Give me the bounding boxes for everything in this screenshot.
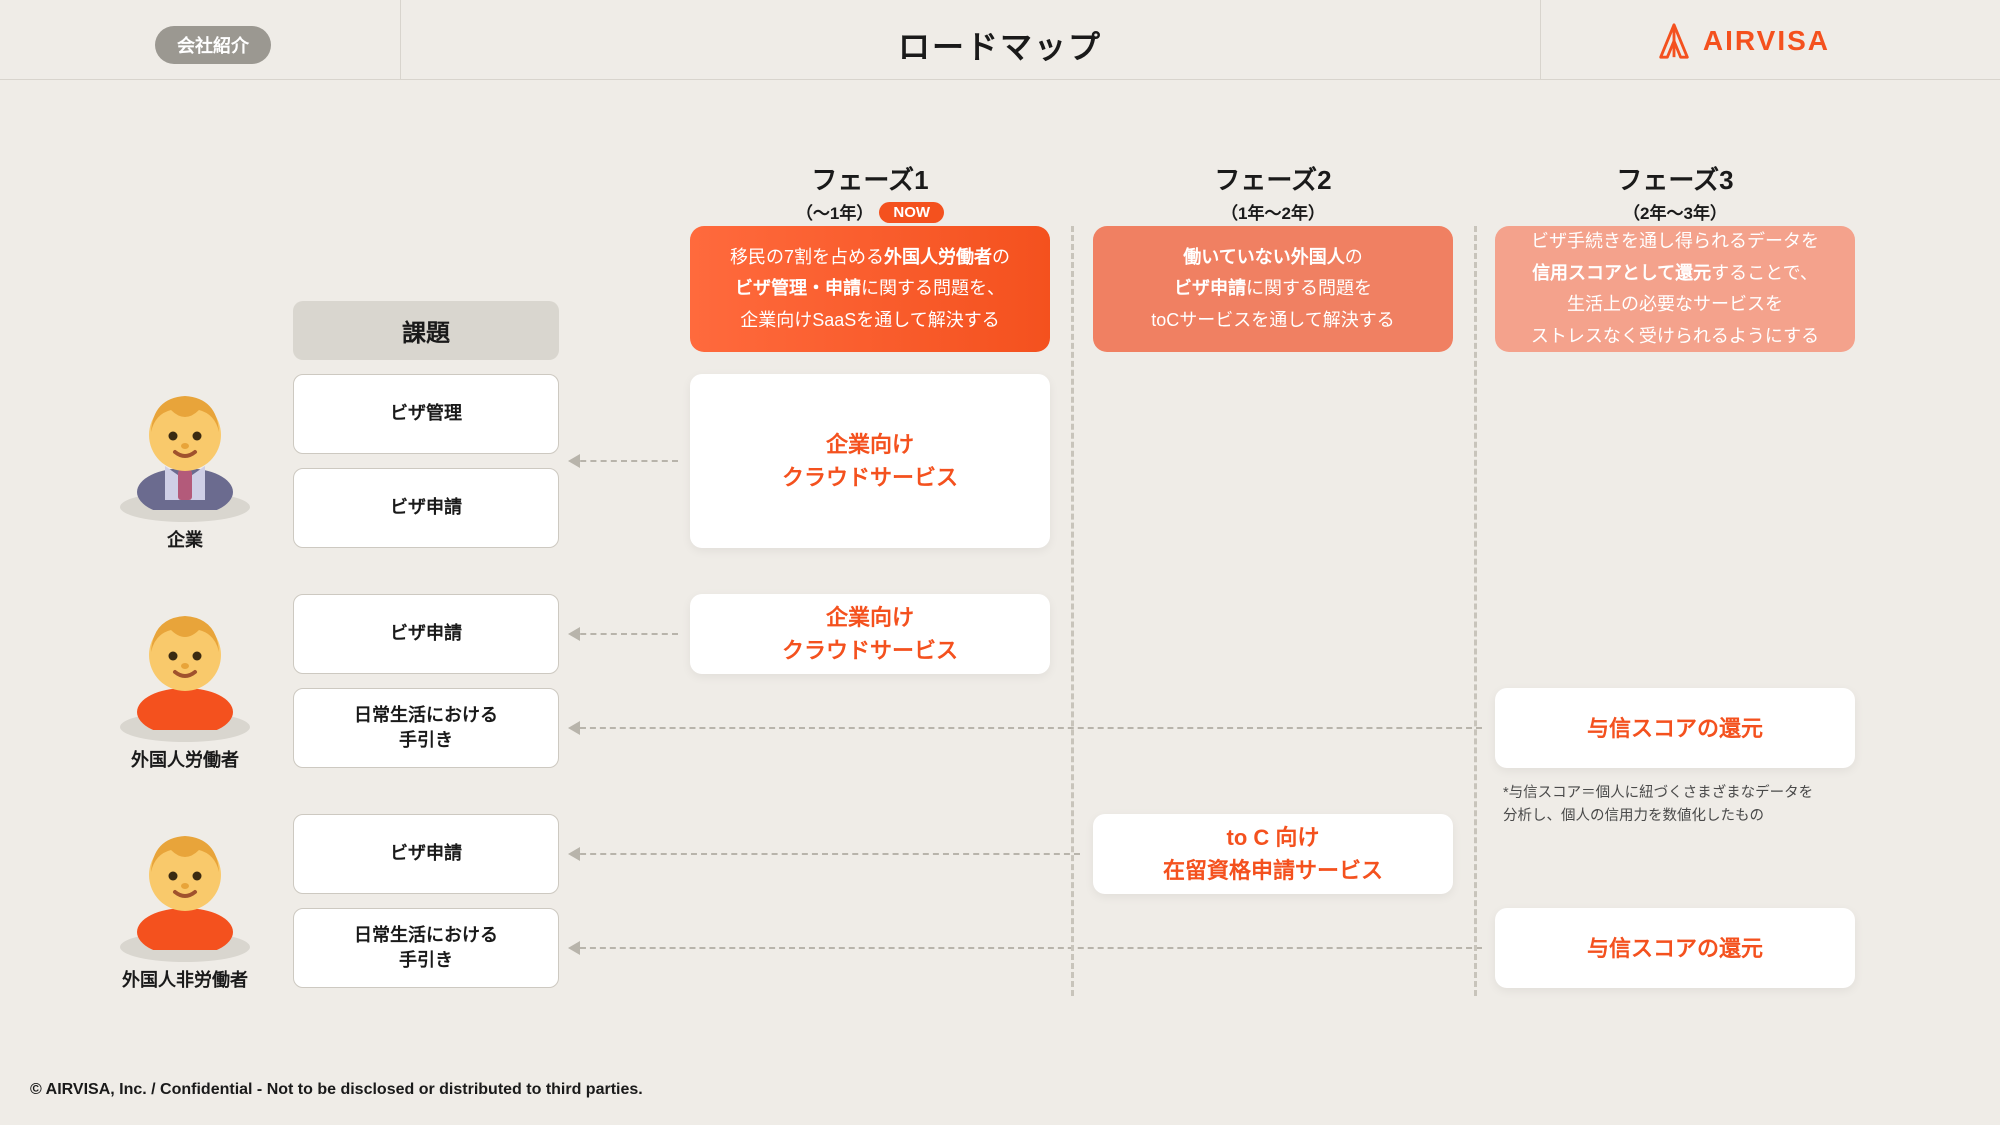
phase-desc-p2: 働いていない外国人のビザ申請に関する問題をtoCサービスを通して解決する [1093,226,1453,352]
phase-header-p2: フェーズ2（1年〜2年） [1093,160,1453,224]
persona-label: 外国人非労働者 [100,966,270,992]
issues-header: 課題 [293,301,559,360]
phase-separator-1 [1474,226,1477,996]
arrow-3 [570,853,1080,855]
solution-s5: 与信スコアの還元 [1495,908,1855,988]
phase-title: フェーズ2 [1093,160,1453,197]
copyright: © AIRVISA, Inc. / Confidential - Not to … [30,1081,643,1099]
arrow-0 [570,460,678,462]
arrow-1 [570,633,678,635]
phase-desc-p3: ビザ手続きを通し得られるデータを信用スコアとして還元することで、生活上の必要なサ… [1495,226,1855,352]
phase-header-p1: フェーズ1（〜1年）NOW [690,160,1050,224]
persona-worker: 外国人労働者 [100,600,270,772]
logo-text: AIRVISA [1703,25,1830,57]
header: 会社紹介 ロードマップ AIRVISA [0,0,2000,80]
persona-nonw: 外国人非労働者 [100,820,270,992]
phase-subtitle: （1年〜2年） [1093,199,1453,224]
phase-header-p3: フェーズ3（2年〜3年） [1495,160,1855,224]
solution-s4: to C 向け在留資格申請サービス [1093,814,1453,894]
phase-title: フェーズ1 [690,160,1050,197]
phase-separator-0 [1071,226,1074,996]
issue-i5: ビザ申請 [293,814,559,894]
phase-title: フェーズ3 [1495,160,1855,197]
arrow-2 [570,727,1482,729]
persona-label: 外国人労働者 [100,746,270,772]
now-badge: NOW [879,202,944,223]
solution-s2: 企業向けクラウドサービス [690,594,1050,674]
issue-i6: 日常生活における手引き [293,908,559,988]
issue-i1: ビザ管理 [293,374,559,454]
phase-subtitle: （2年〜3年） [1495,199,1855,224]
phase-subtitle: （〜1年）NOW [690,199,1050,224]
arrow-4 [570,947,1482,949]
logo-icon [1655,22,1693,60]
issue-i4: 日常生活における手引き [293,688,559,768]
issue-i2: ビザ申請 [293,468,559,548]
persona-label: 企業 [100,526,270,552]
issue-i3: ビザ申請 [293,594,559,674]
persona-corp: 企業 [100,380,270,552]
solution-s1: 企業向けクラウドサービス [690,374,1050,548]
footnote: *与信スコア＝個人に紐づくさまざまなデータを分析し、個人の信用力を数値化したもの [1503,782,1813,828]
phase-desc-p1: 移民の7割を占める外国人労働者のビザ管理・申請に関する問題を、企業向けSaaSを… [690,226,1050,352]
solution-s3: 与信スコアの還元 [1495,688,1855,768]
brand-logo: AIRVISA [1655,22,1830,60]
